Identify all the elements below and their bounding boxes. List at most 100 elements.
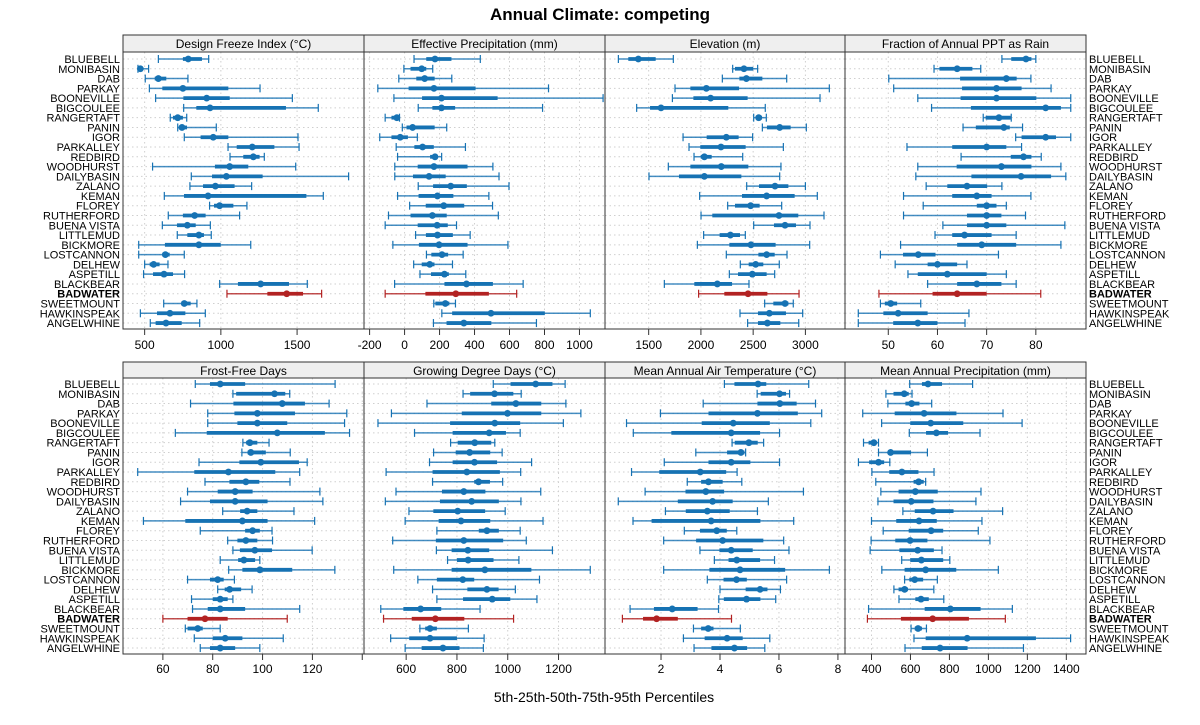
median-point (653, 615, 660, 623)
median-point (914, 546, 922, 554)
x-tick-label: 100 (253, 662, 273, 676)
site-interval (417, 575, 541, 584)
site-interval (396, 191, 490, 200)
median-point (161, 251, 169, 258)
median-point (781, 221, 789, 229)
site-interval (174, 428, 351, 437)
site-label-right: LITTLEMUD (1089, 230, 1150, 242)
median-point (396, 133, 404, 141)
site-interval (909, 380, 974, 388)
site-label-left: WOODHURST (47, 162, 121, 174)
site-interval (700, 211, 825, 220)
panel: Mean Annual Precipitation (mm) 400 600 800 1… (844, 361, 1087, 676)
median-point (256, 566, 264, 574)
median-point (216, 605, 224, 613)
site-interval (163, 191, 324, 200)
site-interval (880, 487, 982, 496)
median-point (657, 104, 665, 112)
site-label-left: DAILYBASIN (56, 496, 120, 508)
panel-frame (363, 51, 606, 330)
panel: Fraction of Annual PPT as Rain 50 60 70 80 (844, 34, 1087, 352)
median-point (221, 634, 229, 642)
site-label-left: ZALANO (76, 506, 120, 518)
median-point (179, 84, 187, 92)
median-point (487, 309, 495, 317)
site-interval (431, 585, 516, 594)
median-point (216, 380, 224, 388)
site-interval (756, 389, 791, 398)
median-point (433, 221, 441, 229)
site-label-right: RUTHERFORD (1089, 535, 1166, 547)
median-point (754, 409, 761, 417)
site-interval (857, 309, 970, 318)
site-label-right: BLUEBELL (1089, 54, 1145, 66)
site-interval (698, 289, 800, 298)
site-label-right: PANIN (1089, 122, 1122, 134)
site-interval (867, 604, 1013, 613)
median-point (700, 172, 708, 180)
site-label-left: BLACKBEAR (54, 604, 120, 616)
site-interval (877, 448, 929, 457)
median-point (160, 270, 168, 278)
site-label-right: DELHEW (1089, 259, 1137, 271)
median-point (634, 55, 642, 63)
site-label-left: BOONEVILLE (50, 418, 120, 430)
median-point (216, 595, 224, 603)
median-point (1020, 153, 1027, 161)
site-interval (739, 260, 780, 269)
median-point (953, 65, 961, 73)
median-point (417, 605, 425, 613)
panel-frame (122, 51, 365, 330)
median-point (922, 566, 930, 574)
x-tick-label: 6 (776, 662, 783, 676)
site-label-right: WOODHURST (1089, 487, 1163, 499)
site-interval (186, 575, 236, 584)
site-label-right: MONIBASIN (1089, 389, 1151, 401)
median-point (532, 380, 540, 388)
site-interval (404, 644, 484, 653)
median-point (214, 576, 222, 583)
median-point (216, 202, 224, 210)
site-interval (731, 438, 765, 447)
median-point (932, 429, 940, 437)
median-point (914, 319, 922, 327)
site-interval (393, 94, 604, 103)
median-point (438, 94, 445, 102)
median-point (936, 644, 944, 652)
median-point (452, 290, 460, 298)
median-point (717, 163, 725, 170)
site-label-left: ASPETILL (69, 594, 120, 606)
site-interval (436, 526, 521, 535)
median-point (464, 546, 472, 554)
median-point (178, 124, 186, 131)
site-label-right: BLACKBEAR (1089, 279, 1155, 291)
median-point (737, 449, 745, 456)
site-label-right: RANGERTAFT (1089, 113, 1163, 125)
site-label-right: HAWKINSPEAK (1089, 308, 1170, 320)
median-point (963, 182, 971, 190)
median-point (278, 400, 286, 407)
site-interval (379, 133, 418, 142)
median-point (463, 468, 471, 476)
site-label-right: BIGCOULEE (1089, 428, 1153, 440)
median-point (929, 615, 937, 623)
site-label-left: BUENA VISTA (49, 220, 121, 232)
site-interval (432, 319, 538, 328)
site-interval (392, 536, 527, 545)
median-point (747, 202, 755, 210)
median-point (756, 585, 764, 593)
site-label-left: LOSTCANNON (44, 575, 120, 587)
site-interval (232, 389, 291, 398)
median-point (726, 231, 734, 239)
site-interval (703, 231, 746, 240)
site-label-right: SWEETMOUNT (1089, 299, 1169, 311)
median-point (947, 605, 954, 613)
site-interval (217, 585, 253, 594)
site-interval (190, 595, 234, 604)
site-interval (882, 526, 979, 535)
site-interval (414, 231, 471, 240)
median-point (745, 439, 753, 447)
median-point (748, 270, 756, 278)
site-label-left: LITTLEMUD (59, 230, 120, 242)
site-label-right: PANIN (1089, 447, 1122, 459)
